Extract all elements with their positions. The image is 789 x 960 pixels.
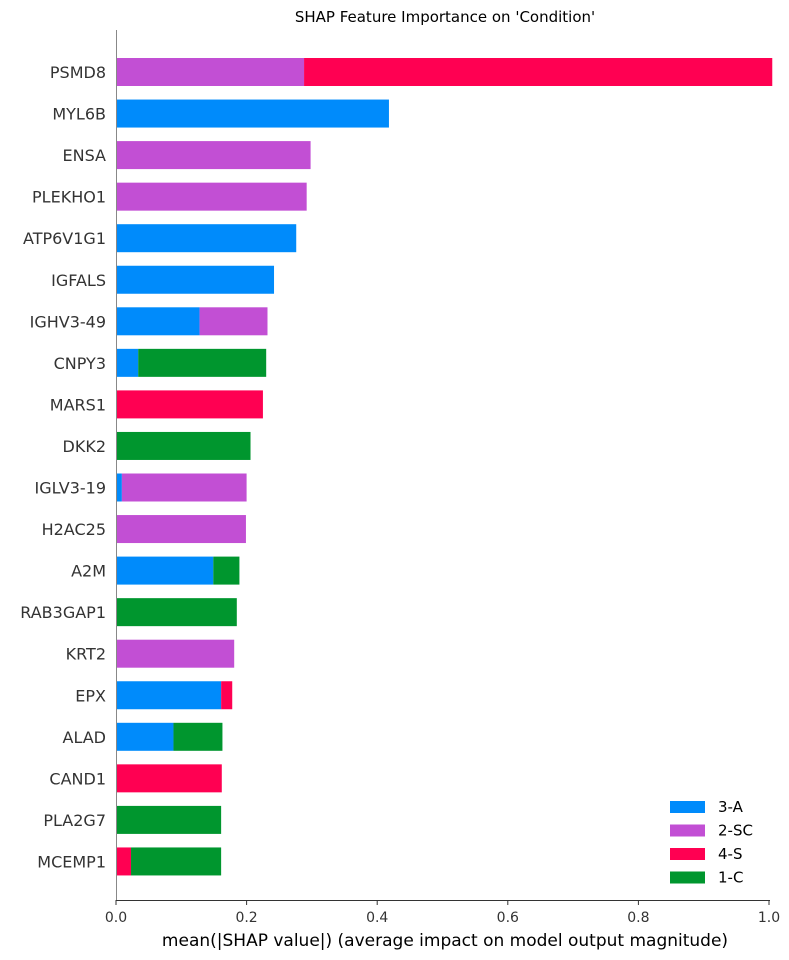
feature-label: CNPY3 — [54, 354, 106, 373]
legend-label: 3-A — [718, 798, 744, 816]
feature-label: MCEMP1 — [37, 852, 106, 871]
feature-label: MYL6B — [52, 105, 106, 124]
feature-label: MARS1 — [50, 395, 106, 414]
bar-segment — [121, 473, 247, 502]
bar-segment — [116, 390, 263, 419]
x-ticks: 0.0 0.2 0.4 0.6 0.8 1.0 — [105, 900, 780, 926]
bar-segment — [304, 58, 773, 86]
bar-segment — [116, 764, 222, 793]
bar-segment — [116, 99, 389, 128]
bar-segment — [116, 473, 122, 502]
bar-segment — [116, 847, 132, 876]
bars-layer — [116, 58, 773, 876]
bar-segment — [116, 141, 311, 170]
bar-segment — [138, 348, 267, 377]
legend-swatch — [670, 871, 705, 884]
bar-segment — [116, 598, 237, 627]
bar-segment — [116, 639, 235, 668]
feature-label: CAND1 — [49, 769, 106, 788]
x-tick-label: 0.2 — [235, 910, 257, 926]
x-tick-label: 0.8 — [627, 910, 649, 926]
bar-segment — [116, 722, 174, 751]
bar-segment — [116, 224, 297, 253]
feature-labels: PSMD8 MYL6B ENSA PLEKHO1 ATP6V1G1 IGFALS IGHV3… — [20, 63, 106, 871]
legend-label: 4-S — [718, 845, 742, 863]
x-tick-label: 0.0 — [105, 910, 127, 926]
legend-label: 2-SC — [718, 822, 753, 840]
bar-segment — [116, 556, 214, 585]
legend: 3-A 2-SC 4-S 1-C — [670, 798, 753, 887]
bar-segment — [116, 431, 251, 460]
feature-label: DKK2 — [63, 437, 106, 456]
bar-segment — [116, 515, 246, 544]
bar-segment — [116, 307, 200, 336]
legend-swatch — [670, 801, 705, 813]
legend-swatch — [670, 824, 705, 837]
bar-segment — [116, 265, 275, 294]
feature-label: PSMD8 — [50, 63, 106, 82]
chart-title: SHAP Feature Importance on 'Condition' — [295, 8, 595, 26]
bar-segment — [199, 307, 268, 336]
feature-label: PLA2G7 — [43, 811, 106, 830]
feature-label: H2AC25 — [42, 520, 106, 539]
feature-label: EPX — [75, 686, 106, 705]
bar-segment — [213, 556, 240, 585]
bar-segment — [116, 58, 305, 86]
bar-segment — [221, 681, 233, 710]
x-tick-label: 0.6 — [497, 910, 519, 926]
feature-label: KRT2 — [66, 645, 106, 664]
feature-label: PLEKHO1 — [32, 188, 106, 207]
x-axis-label: mean(|SHAP value|) (average impact on mo… — [162, 931, 728, 951]
bar-segment — [131, 847, 222, 876]
bar-segment — [116, 182, 307, 211]
bar-segment — [116, 805, 222, 834]
feature-label: IGHV3-49 — [30, 312, 106, 331]
legend-label: 1-C — [718, 869, 743, 887]
legend-swatch — [670, 848, 705, 860]
feature-label: A2M — [71, 562, 106, 581]
feature-label: RAB3GAP1 — [20, 603, 106, 622]
feature-label: IGFALS — [51, 271, 106, 290]
bar-segment — [173, 722, 223, 751]
bar-segment — [116, 681, 222, 710]
feature-label: IGLV3-19 — [34, 479, 106, 498]
bar-segment — [116, 348, 139, 377]
feature-label: ATP6V1G1 — [23, 229, 106, 248]
feature-label: ALAD — [63, 728, 107, 747]
feature-label: ENSA — [63, 146, 107, 165]
x-tick-label: 0.4 — [366, 910, 388, 926]
x-tick-label: 1.0 — [758, 910, 780, 926]
